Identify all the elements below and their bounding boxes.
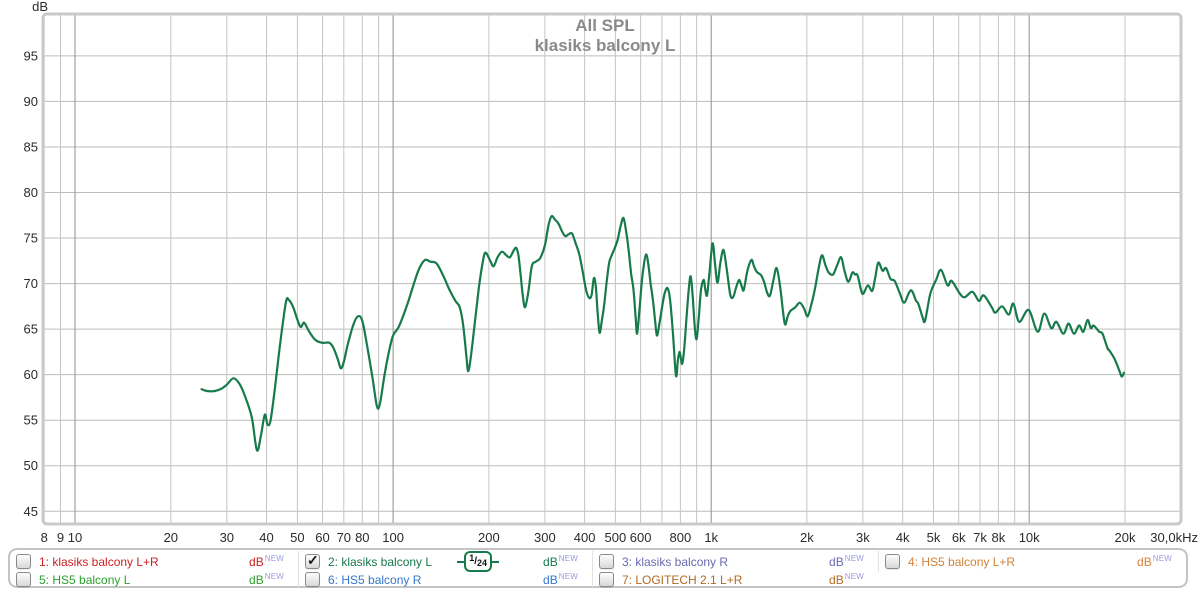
measurement-6-checkbox[interactable] <box>305 572 320 587</box>
legend-item-2: 2: klasiks balcony L 1/24 dBNEW <box>298 551 592 572</box>
x-tick-label: 500 <box>605 530 627 545</box>
plot-border <box>41 12 1183 526</box>
x-tick-label: 50 <box>290 530 304 545</box>
y-tick-label: 65 <box>24 322 38 337</box>
y-tick-label: 75 <box>24 231 38 246</box>
smoothing-dash <box>457 560 465 563</box>
new-badge: NEW <box>844 572 864 581</box>
x-tick-label: 400 <box>574 530 596 545</box>
measurement-5-unit: dBNEW <box>249 572 284 587</box>
legend-item-5: 5: HS5 balcony L dBNEW <box>10 572 298 587</box>
x-tick-label: 1k <box>704 530 718 545</box>
unit-db[interactable]: dB <box>1137 555 1152 569</box>
y-tick-label: 70 <box>24 276 38 291</box>
x-tick-label: 8 <box>41 530 48 545</box>
smoothing-dash <box>492 560 500 563</box>
y-tick-label: 85 <box>24 140 38 155</box>
measurement-1-unit: dBNEW <box>249 554 284 569</box>
x-tick-label: 3k <box>856 530 870 545</box>
spl-chart[interactable]: 45 50 55 60 65 70 75 80 85 90 95 8 9 10 20 30 40 50 60 70 80… <box>0 0 1200 546</box>
x-tick-label: 4k <box>896 530 910 545</box>
x-tick-label: 20k <box>1115 530 1136 545</box>
x-tick-label: 200 <box>478 530 500 545</box>
x-tick-label: 6k <box>952 530 966 545</box>
y-tick-label: 60 <box>24 367 38 382</box>
x-tick-label: 80 <box>355 530 369 545</box>
unit-db[interactable]: dB <box>543 573 558 587</box>
unit-db[interactable]: dB <box>249 573 264 587</box>
new-badge: NEW <box>264 572 284 581</box>
y-tick-label: 80 <box>24 185 38 200</box>
x-tick-label: 100 <box>382 530 404 545</box>
unit-db[interactable]: dB <box>829 555 844 569</box>
legend-item-3: 3: klasiks balcony R dBNEW <box>592 551 878 572</box>
measurement-3-unit: dBNEW <box>829 554 864 569</box>
unit-db[interactable]: dB <box>249 555 264 569</box>
spl-trace <box>200 214 1126 452</box>
smoothing-badge[interactable]: 1/24 <box>457 551 500 572</box>
chart-subtitle: klasiks balcony L <box>535 36 676 55</box>
chart-title: All SPL <box>575 16 635 35</box>
x-tick-label: 300 <box>534 530 556 545</box>
x-tick-label: 70 <box>337 530 351 545</box>
x-tick-label: 7k <box>973 530 987 545</box>
legend-item-6: 6: HS5 balcony R dBNEW <box>298 572 592 587</box>
x-tick-label: 9 <box>57 530 64 545</box>
measurement-1-label[interactable]: 1: klasiks balcony L+R <box>39 554 159 569</box>
trace-layer <box>200 214 1126 452</box>
measurement-6-label[interactable]: 6: HS5 balcony R <box>328 572 422 587</box>
measurement-5-checkbox[interactable] <box>16 572 31 587</box>
y-tick-label: 50 <box>24 458 38 473</box>
y-tick-label: 95 <box>24 48 38 63</box>
x-tick-label: 30 <box>220 530 234 545</box>
unit-db[interactable]: dB <box>829 573 844 587</box>
measurement-7-unit: dBNEW <box>829 572 864 587</box>
new-badge: NEW <box>558 572 578 581</box>
x-tick-label: 20 <box>164 530 178 545</box>
y-tick-label: 55 <box>24 413 38 428</box>
tick-label-layer: 45 50 55 60 65 70 75 80 85 90 95 8 9 10 20 30 40 50 60 70 80… <box>24 48 1198 545</box>
x-tick-label: 2k <box>800 530 814 545</box>
measurement-2-checkbox[interactable] <box>305 552 320 569</box>
y-axis-unit-label: dB <box>32 0 48 14</box>
x-tick-label: 10k <box>1019 530 1040 545</box>
measurement-3-checkbox[interactable] <box>599 554 614 569</box>
x-tick-label: 800 <box>670 530 692 545</box>
new-badge: NEW <box>844 554 864 563</box>
measurement-2-label[interactable]: 2: klasiks balcony L <box>328 554 433 569</box>
x-tick-label: 600 <box>630 530 652 545</box>
measurement-3-label[interactable]: 3: klasiks balcony R <box>622 554 729 569</box>
legend-item-4: 4: HS5 balcony L+R dBNEW <box>878 551 1186 572</box>
measurement-4-checkbox[interactable] <box>885 554 900 569</box>
legend-item-1: 1: klasiks balcony L+R dBNEW <box>10 551 298 572</box>
y-tick-label: 90 <box>24 94 38 109</box>
x-tick-label: 10 <box>68 530 82 545</box>
new-badge: NEW <box>264 554 284 563</box>
x-tick-label: 5k <box>927 530 941 545</box>
y-tick-label: 45 <box>24 504 38 519</box>
measurement-4-label[interactable]: 4: HS5 balcony L+R <box>908 554 1016 569</box>
measurement-7-label[interactable]: 7: LOGITECH 2.1 L+R <box>622 572 743 587</box>
measurement-1-checkbox[interactable] <box>16 554 31 569</box>
legend-item-7: 7: LOGITECH 2.1 L+R dBNEW <box>592 572 878 587</box>
x-tick-label: 40 <box>259 530 273 545</box>
new-badge: NEW <box>1152 554 1172 563</box>
smoothing-value: 1/24 <box>464 551 493 572</box>
measurement-7-checkbox[interactable] <box>599 572 614 587</box>
x-tick-label: 60 <box>315 530 329 545</box>
measurement-6-unit: dBNEW <box>543 572 578 587</box>
grid-layer <box>43 14 1181 524</box>
measurement-legend: 1: klasiks balcony L+R dBNEW 2: klasiks … <box>8 548 1188 588</box>
measurement-5-label[interactable]: 5: HS5 balcony L <box>39 572 131 587</box>
measurement-2-unit: dBNEW <box>543 554 578 569</box>
x-tick-label: 30,0kHz <box>1150 530 1198 545</box>
x-tick-label: 8k <box>992 530 1006 545</box>
new-badge: NEW <box>558 554 578 563</box>
unit-db[interactable]: dB <box>543 555 558 569</box>
measurement-4-unit: dBNEW <box>1137 554 1172 569</box>
